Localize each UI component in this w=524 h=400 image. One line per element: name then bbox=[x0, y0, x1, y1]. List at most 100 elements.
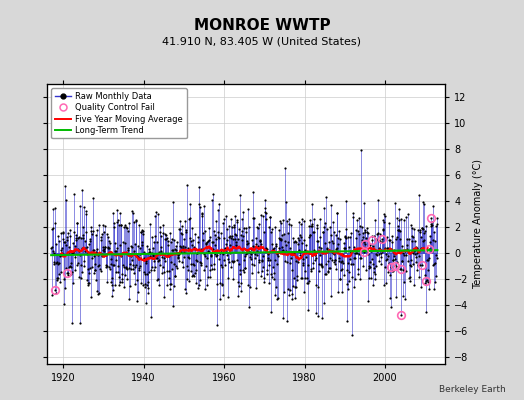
Point bbox=[342, 198, 350, 204]
Point bbox=[138, 227, 146, 233]
Point bbox=[223, 294, 232, 300]
Point bbox=[123, 276, 132, 282]
Point bbox=[363, 225, 371, 232]
Point bbox=[214, 234, 223, 241]
Point bbox=[385, 237, 394, 243]
Point bbox=[407, 257, 416, 264]
Point bbox=[261, 209, 269, 215]
Point bbox=[217, 230, 225, 236]
Point bbox=[110, 262, 118, 268]
Point bbox=[354, 231, 363, 237]
Point bbox=[231, 236, 239, 242]
Point bbox=[413, 248, 422, 254]
Point bbox=[138, 239, 146, 245]
Point bbox=[91, 261, 100, 267]
Point bbox=[341, 233, 349, 239]
Point bbox=[86, 238, 94, 244]
Point bbox=[416, 228, 424, 235]
Point bbox=[55, 271, 63, 277]
Point bbox=[340, 240, 348, 246]
Point bbox=[50, 205, 59, 212]
Point bbox=[409, 226, 418, 232]
Point bbox=[153, 277, 161, 283]
Point bbox=[221, 246, 229, 252]
Point bbox=[329, 219, 337, 226]
Point bbox=[414, 227, 422, 234]
Point bbox=[113, 269, 122, 276]
Point bbox=[72, 232, 80, 238]
Point bbox=[269, 246, 277, 253]
Point bbox=[122, 224, 130, 230]
Point bbox=[141, 284, 150, 290]
Point bbox=[248, 261, 257, 267]
Point bbox=[63, 272, 72, 278]
Point bbox=[210, 228, 218, 234]
Point bbox=[258, 268, 266, 274]
Point bbox=[395, 216, 403, 223]
Point bbox=[263, 246, 271, 252]
Point bbox=[145, 269, 154, 275]
Point bbox=[238, 228, 247, 235]
Point bbox=[235, 261, 243, 267]
Point bbox=[107, 282, 116, 289]
Point bbox=[363, 298, 372, 304]
Point bbox=[223, 226, 232, 233]
Point bbox=[401, 246, 410, 253]
Point bbox=[245, 304, 254, 310]
Point bbox=[162, 232, 170, 238]
Point bbox=[62, 237, 71, 244]
Point bbox=[352, 226, 361, 233]
Point bbox=[215, 201, 223, 208]
Point bbox=[244, 239, 253, 246]
Point bbox=[282, 242, 290, 248]
Point bbox=[99, 222, 107, 228]
Point bbox=[336, 276, 344, 282]
Point bbox=[136, 251, 144, 258]
Text: MONROE WWTP: MONROE WWTP bbox=[194, 18, 330, 33]
Point bbox=[321, 271, 330, 278]
Point bbox=[180, 249, 189, 255]
Point bbox=[427, 215, 435, 221]
Point bbox=[220, 216, 228, 222]
Point bbox=[255, 257, 264, 263]
Point bbox=[171, 247, 180, 254]
Point bbox=[316, 252, 324, 258]
Point bbox=[113, 206, 121, 213]
Point bbox=[265, 223, 273, 230]
Point bbox=[315, 261, 323, 267]
Point bbox=[212, 252, 221, 259]
Point bbox=[126, 261, 135, 267]
Point bbox=[139, 282, 148, 288]
Point bbox=[268, 240, 277, 247]
Point bbox=[85, 236, 94, 243]
Point bbox=[143, 282, 151, 288]
Point bbox=[48, 226, 57, 232]
Point bbox=[268, 226, 276, 232]
Point bbox=[122, 264, 130, 270]
Point bbox=[57, 269, 65, 275]
Point bbox=[228, 224, 236, 230]
Point bbox=[393, 234, 401, 240]
Point bbox=[144, 279, 152, 286]
Point bbox=[144, 285, 152, 291]
Point bbox=[302, 254, 310, 260]
Point bbox=[107, 261, 115, 267]
Point bbox=[374, 230, 382, 236]
Point bbox=[117, 222, 125, 228]
Point bbox=[276, 218, 284, 224]
Point bbox=[286, 260, 294, 266]
Point bbox=[308, 221, 316, 228]
Point bbox=[173, 264, 181, 271]
Point bbox=[395, 226, 403, 233]
Point bbox=[209, 246, 217, 252]
Point bbox=[155, 257, 163, 264]
Point bbox=[279, 289, 288, 295]
Point bbox=[356, 223, 364, 229]
Point bbox=[115, 274, 124, 280]
Point bbox=[221, 262, 230, 268]
Point bbox=[192, 280, 200, 286]
Point bbox=[90, 269, 99, 276]
Point bbox=[179, 245, 187, 252]
Point bbox=[206, 252, 215, 258]
Point bbox=[231, 213, 239, 220]
